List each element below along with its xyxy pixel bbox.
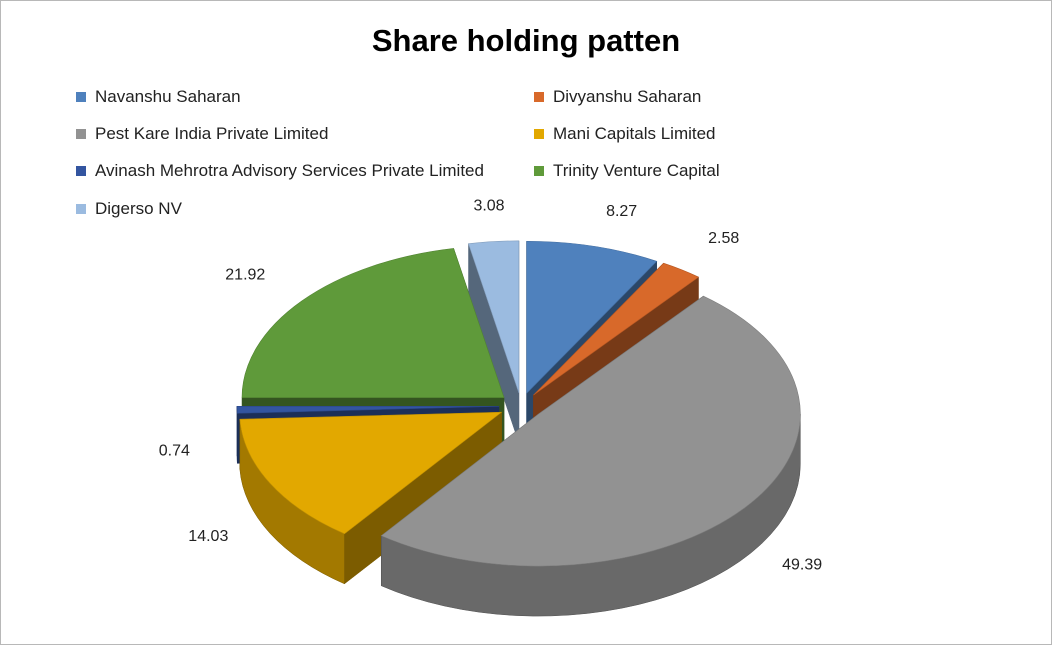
legend-label: Mani Capitals Limited [553,124,716,143]
pie-slice [533,262,700,396]
legend-label: Divyanshu Saharan [553,87,702,106]
legend-label: Navanshu Saharan [95,87,241,106]
legend-label: Pest Kare India Private Limited [95,124,329,143]
legend-entry: Pest Kare India Private Limited [76,124,328,144]
legend-label: Trinity Venture Capital [553,161,720,180]
legend-swatch [534,92,544,102]
legend-swatch [76,129,86,139]
data-label: 2.58 [708,230,739,247]
legend-swatch [76,92,86,102]
legend-swatch [534,166,544,176]
legend-swatch [76,166,86,176]
chart-title: Share holding patten [371,23,681,58]
pie-slice [236,405,500,414]
data-label: 0.74 [159,442,190,459]
legend-entry: Avinash Mehrotra Advisory Services Priva… [76,161,484,181]
data-label: 49.39 [782,556,822,573]
legend-entry: Mani Capitals Limited [534,124,716,144]
data-label: 8.27 [606,203,637,220]
legend-label: Digerso NV [95,199,182,218]
legend: Navanshu Saharan Divyanshu Saharan Pest Ka… [1,1,1051,231]
pie-slice [380,295,801,567]
legend-swatch [76,204,86,214]
legend-entry: Navanshu Saharan [76,87,241,107]
pie-slice [526,240,658,394]
legend-swatch [534,129,544,139]
data-label: 3.08 [473,197,504,214]
legend-label: Avinash Mehrotra Advisory Services Priva… [95,161,484,180]
pie-slice [468,240,520,393]
data-label: 14.03 [188,528,228,545]
legend-entry: Divyanshu Saharan [534,87,701,107]
data-label: 21.92 [225,267,265,284]
pie-slice [241,248,505,398]
pie-slice [239,411,503,535]
legend-entry: Trinity Venture Capital [534,161,720,181]
legend-entry: Digerso NV [76,199,182,219]
